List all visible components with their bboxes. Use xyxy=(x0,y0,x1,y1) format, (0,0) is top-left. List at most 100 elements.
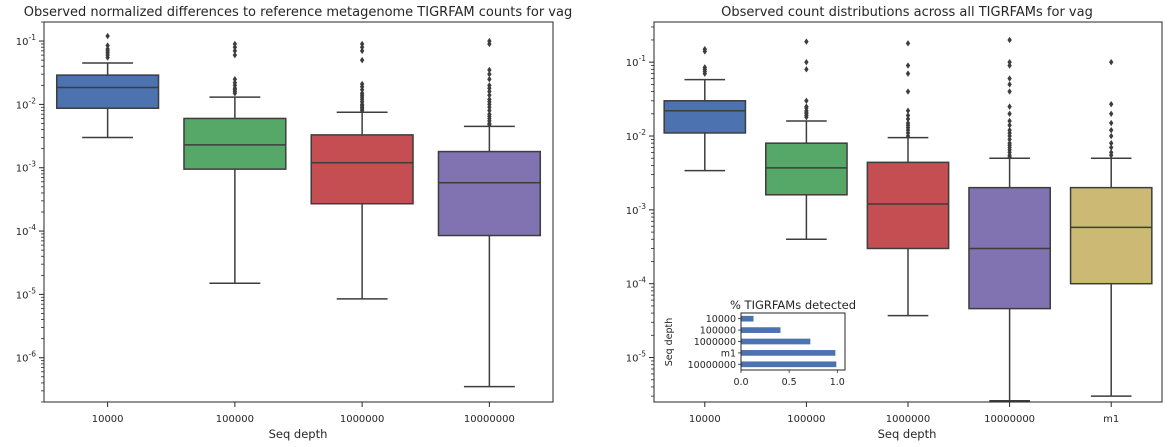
right-outlier-point xyxy=(1007,62,1012,69)
left-y-tick-label: 10-3 xyxy=(16,160,36,175)
right-outlier-point xyxy=(1007,103,1012,110)
left-box xyxy=(437,150,542,237)
left-y-tick-label: 10-6 xyxy=(16,350,36,365)
inset-bar xyxy=(741,350,836,356)
left-outlier-point xyxy=(487,82,492,89)
left-panel: Observed normalized differences to refer… xyxy=(16,5,572,441)
right-outlier-point xyxy=(1007,126,1012,134)
right-x-tick-label: 100000 xyxy=(787,414,825,425)
left-outlier-point xyxy=(105,42,110,49)
right-outlier-point xyxy=(1109,58,1114,66)
inset-title: % TIGRFAMs detected xyxy=(730,298,856,312)
right-outlier-point xyxy=(1109,100,1114,108)
right-outlier-point xyxy=(702,45,707,53)
left-outlier-point xyxy=(232,47,238,55)
right-outlier-point xyxy=(1007,81,1012,88)
right-outlier-point xyxy=(1007,136,1012,143)
inset-y-tick-label: 100000 xyxy=(700,326,736,337)
right-outlier-point xyxy=(804,103,809,110)
right-x-tick-label: 10000 xyxy=(689,414,721,425)
right-box xyxy=(663,100,747,134)
right-outlier-point xyxy=(1007,110,1012,117)
right-outlier-point xyxy=(1007,117,1012,125)
left-outlier-point xyxy=(232,79,238,86)
right-outlier-point xyxy=(905,40,911,47)
right-outlier-point xyxy=(905,62,911,69)
right-x-axis-label: Seq depth xyxy=(878,427,937,441)
left-outlier-point xyxy=(105,45,110,53)
left-x-axis-label: Seq depth xyxy=(269,427,328,441)
right-outlier-point xyxy=(804,97,809,104)
left-x-tick-label: 100000 xyxy=(216,414,254,425)
right-outlier-point xyxy=(1007,75,1012,82)
right-y-tick-label: 10-2 xyxy=(626,128,646,143)
right-outlier-point xyxy=(1109,144,1114,151)
left-outlier-point xyxy=(487,111,492,118)
left-outlier-point xyxy=(232,75,238,83)
right-outlier-point xyxy=(905,88,911,95)
left-outlier-point xyxy=(359,80,365,88)
left-y-tick-label: 10-2 xyxy=(16,96,36,111)
left-y-tick-label: 10-1 xyxy=(16,33,36,48)
right-x-tick-label: 10000000 xyxy=(984,414,1035,425)
left-y-tick-label: 10-5 xyxy=(16,286,36,301)
left-outlier-point xyxy=(232,51,238,59)
left-outlier-point xyxy=(359,44,365,51)
inset-y-axis-label: Seq depth xyxy=(664,318,675,367)
right-outlier-point xyxy=(1109,119,1114,127)
right-y-tick-label: 10-1 xyxy=(626,54,646,69)
right-x-tick-label: m1 xyxy=(1103,414,1119,425)
left-box xyxy=(310,134,414,205)
right-outlier-point xyxy=(1109,126,1114,134)
right-plot-frame xyxy=(653,21,1163,403)
inset-y-tick-label: m1 xyxy=(721,348,736,359)
left-outlier-point xyxy=(487,88,492,95)
inset-bar xyxy=(741,361,837,368)
right-x-tick-label: 1000000 xyxy=(886,414,931,425)
right-outlier-point xyxy=(804,58,809,66)
right-outlier-point xyxy=(1109,132,1114,140)
inset-bar xyxy=(741,327,781,333)
right-outlier-point xyxy=(905,70,911,77)
left-x-tick-label: 10000000 xyxy=(464,414,515,425)
left-outlier-point xyxy=(232,40,238,48)
inset-y-tick-label: 10000 xyxy=(706,314,736,325)
right-y-tick-label: 10-4 xyxy=(626,276,646,291)
right-chart-title: Observed count distributions across all … xyxy=(721,5,1093,20)
inset-bar xyxy=(741,315,754,322)
right-outlier-point xyxy=(905,112,911,119)
left-outlier-point xyxy=(359,47,365,55)
right-outlier-point xyxy=(702,64,707,71)
left-outlier-point xyxy=(105,32,110,40)
left-outlier-point xyxy=(359,40,365,48)
left-x-tick-label: 10000 xyxy=(92,414,124,425)
right-outlier-point xyxy=(1109,139,1114,147)
left-outlier-point xyxy=(487,96,492,103)
right-y-tick-label: 10-3 xyxy=(626,202,646,217)
inset-x-tick-label: 0.5 xyxy=(782,377,797,388)
left-outlier-point xyxy=(232,44,238,51)
right-outlier-point xyxy=(1007,36,1012,44)
right-y-tick-label: 10-5 xyxy=(626,350,646,365)
right-outlier-point xyxy=(1007,58,1012,66)
right-outlier-point xyxy=(804,38,809,45)
left-outlier-point xyxy=(359,56,365,64)
right-outlier-point xyxy=(905,115,911,123)
left-outlier-point xyxy=(487,66,492,74)
right-box xyxy=(866,161,950,250)
left-outlier-point xyxy=(487,75,492,83)
left-outlier-point xyxy=(487,70,492,78)
inset-y-tick-label: 10000000 xyxy=(688,360,736,371)
left-plot-frame xyxy=(43,21,554,403)
right-outlier-point xyxy=(1007,139,1012,147)
left-outlier-point xyxy=(487,107,492,114)
inset-x-tick-label: 1.0 xyxy=(830,377,845,388)
right-outlier-point xyxy=(1109,149,1114,156)
right-panel: Observed count distributions across all … xyxy=(626,5,1163,441)
right-outlier-point xyxy=(905,119,911,127)
left-box xyxy=(183,117,287,170)
right-box xyxy=(1069,186,1153,285)
inset-bar-chart: % TIGRFAMs detected Seq depth 1000010000… xyxy=(664,298,856,388)
left-x-tick-label: 1000000 xyxy=(340,414,385,425)
